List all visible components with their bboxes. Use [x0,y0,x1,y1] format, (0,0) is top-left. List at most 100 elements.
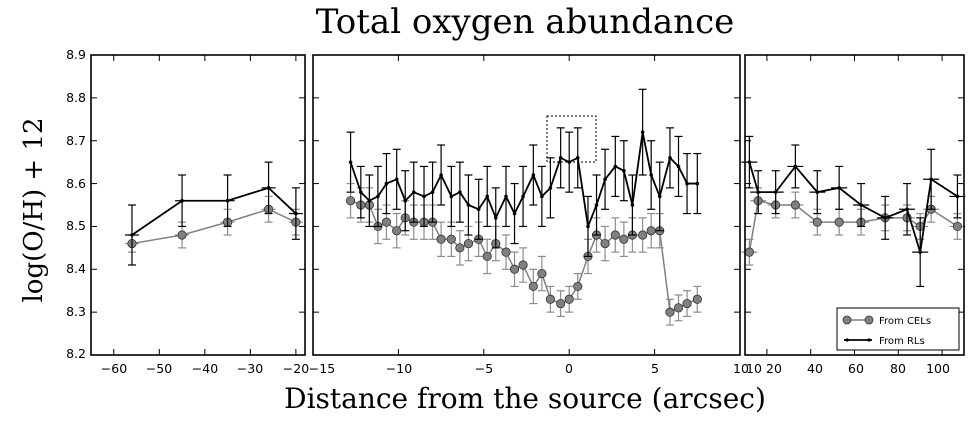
x-tick-label: −10 [386,361,412,376]
data-point-cels [952,221,963,232]
data-point-rls [531,173,536,177]
data-point-rls [905,207,909,212]
data-point-rls [695,181,700,186]
x-tick-label: 80 [890,361,906,376]
data-point-rls [504,194,508,199]
data-point-rls [359,190,363,194]
data-point-cels [812,217,822,227]
data-point-rls [929,177,933,182]
data-point-rls [603,177,607,182]
x-tick-labels: −15 −10 −5 0 5 10 [309,361,749,376]
legend-marker-cels [842,315,852,325]
legend-marker-rls [867,338,871,342]
data-point-rls [586,224,590,229]
data-point-rls [466,203,471,207]
data-point-rls [430,190,435,194]
panel-frame [744,54,965,356]
panel-frame [312,54,741,356]
data-point-rls [449,194,454,199]
data-point-rls [613,164,618,169]
data-point-cels [646,226,656,236]
data-point-rls [493,216,498,220]
data-point-rls [439,173,443,177]
data-point-rls [394,177,399,182]
legend: From CELs From RLs [836,307,960,351]
data-point-rls [649,173,653,177]
data-point-rls [266,186,271,190]
x-tick-label: 5 [651,361,659,376]
x-tick-labels: −60 −50 −40 −30 −20 [101,361,309,376]
legend-label-cels: From CELs [879,316,931,327]
data-point-cels [790,200,800,210]
x-tick-label: −40 [192,361,218,376]
x-tick-label: −20 [283,361,309,376]
data-point-cels [556,298,566,309]
y-tick-label: 8.4 [66,261,86,276]
data-point-rls [676,164,681,169]
legend-marker-rls [845,338,849,342]
x-tick-label: 100 [926,361,950,376]
data-point-rls [403,198,408,203]
data-point-cels [692,294,702,304]
data-point-rls [567,160,571,164]
data-point-rls [918,250,922,254]
data-point-cels [482,251,492,262]
data-point-cels [834,217,844,227]
data-point-rls [756,190,760,194]
data-point-cels [600,238,610,249]
data-point-rls [640,130,645,134]
data-point-cels [345,196,356,206]
panel-left: −60 −50 −40 −30 −20 [90,54,309,376]
data-point-rls [294,211,298,216]
data-point-cels [573,281,583,292]
data-point-rls [130,233,134,237]
highlight-box [546,115,597,163]
data-point-cels [446,234,456,244]
data-point-rls [367,198,372,203]
data-point-rls [747,160,752,164]
data-point-rls [955,194,960,199]
data-point-rls [476,207,481,212]
data-point-cels [682,298,692,309]
data-point-cels [638,230,648,240]
x-tick-label: −15 [309,361,335,376]
x-tick-label: −60 [101,361,127,376]
data-point-cels [518,260,528,270]
x-tick-label: 10 [746,361,762,376]
data-point-rls [883,216,887,220]
data-point-cels [537,268,547,279]
x-tick-label: 40 [807,361,823,376]
data-point-rls [458,190,462,194]
y-tick-label: 8.2 [66,346,86,361]
data-point-rls [668,156,672,160]
data-point-cels [455,243,465,253]
x-tick-label: 0 [565,361,573,376]
chart-title: Total oxygen abundance [316,2,735,42]
legend-box [836,307,960,351]
data-point-cels [545,294,556,304]
data-point-cels [509,264,520,274]
data-point-rls [859,203,863,207]
data-point-rls [837,186,841,190]
data-point-cels [528,281,538,292]
data-point-cels [381,217,392,227]
data-point-rls [225,198,230,203]
data-point-rls [773,190,778,194]
data-point-rls [548,186,553,190]
data-point-rls [512,211,517,216]
y-tick-label: 8.9 [66,47,86,62]
legend-marker-cels [864,315,874,325]
data-point-cels [744,247,754,257]
x-tick-label: −50 [146,361,172,376]
panel-frame [90,54,306,356]
series-line-rls [349,131,698,230]
x-tick-label: 20 [766,361,782,376]
data-point-rls [630,203,635,207]
y-tick-label: 8.3 [66,304,86,319]
data-point-rls [411,190,416,194]
y-tick-label: 8.5 [66,218,86,233]
data-point-rls [793,164,798,169]
legend-label-rls: From RLs [879,336,925,347]
x-tick-label: 60 [848,361,864,376]
